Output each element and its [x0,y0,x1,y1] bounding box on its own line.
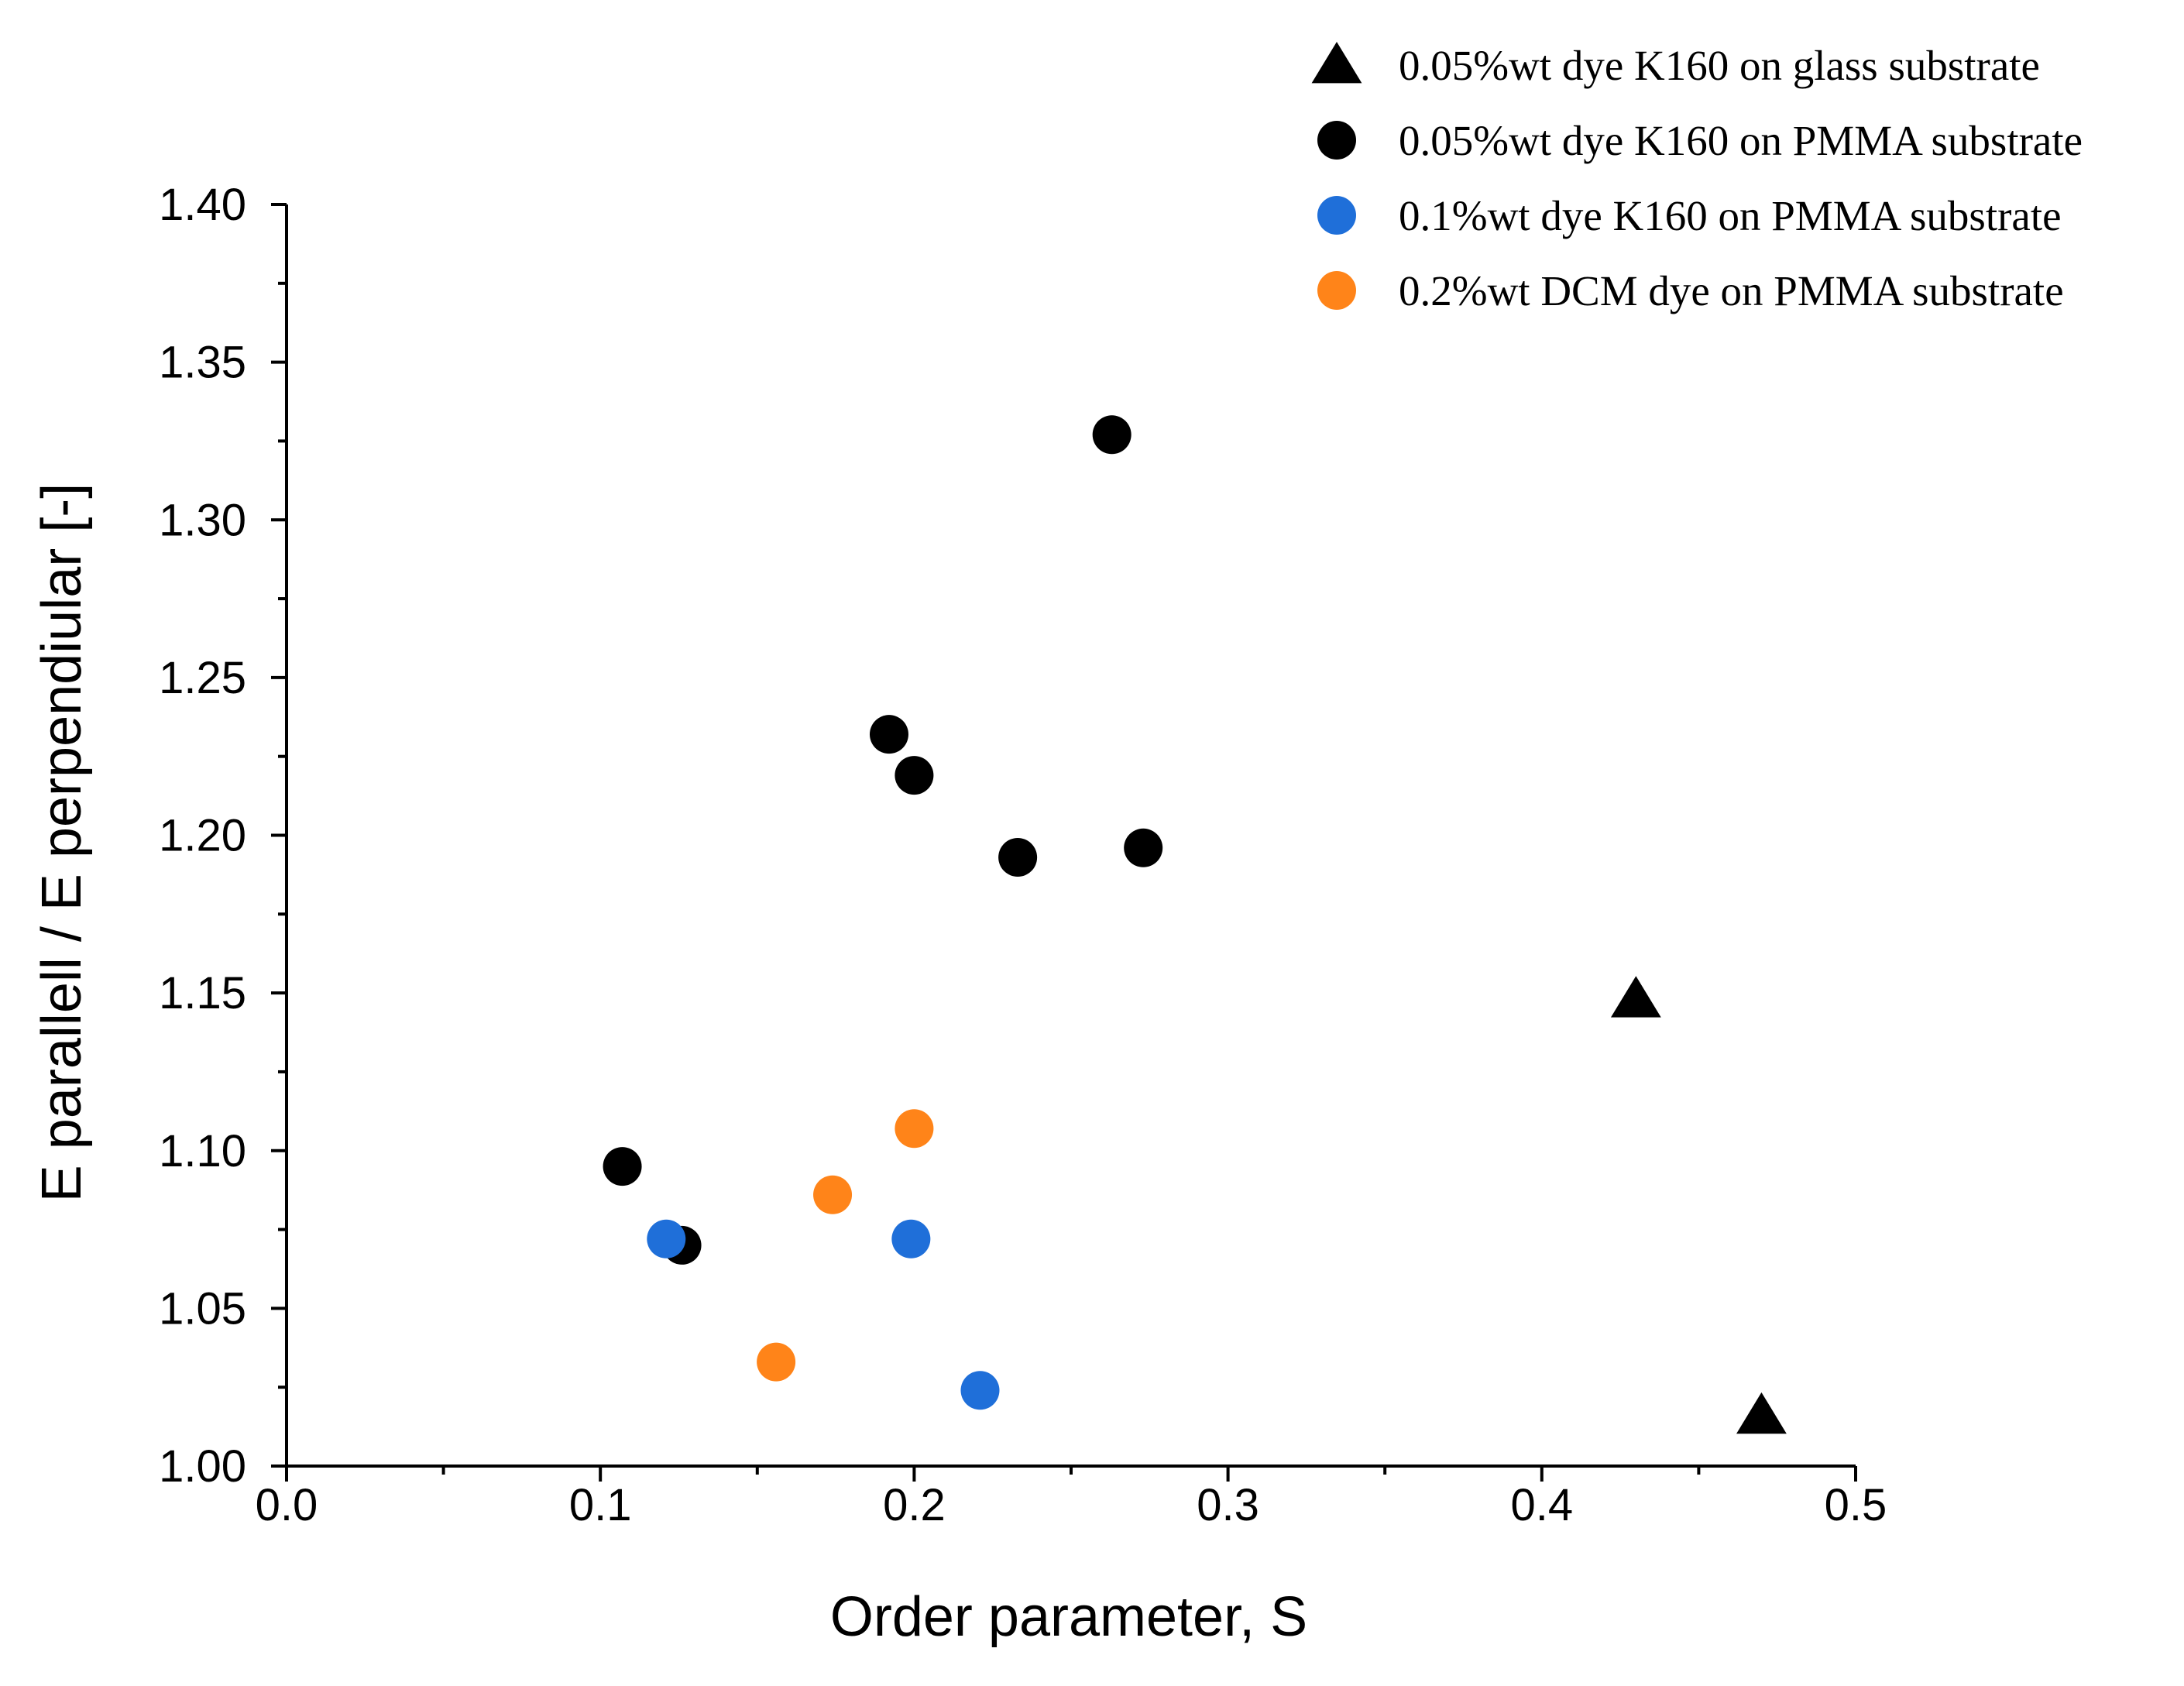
data-point [1610,976,1661,1018]
y-tick-label: 1.20 [159,811,246,861]
legend-label: 0.1%wt dye K160 on PMMA substrate [1399,192,2062,239]
y-tick-label: 1.00 [159,1441,246,1492]
legend-marker [1317,271,1356,310]
legend-label: 0.2%wt DCM dye on PMMA substrate [1399,267,2064,314]
y-tick-label: 1.10 [159,1126,246,1176]
legend: 0.05%wt dye K160 on glass substrate 0.05%… [1311,42,2083,314]
data-point [1092,415,1131,455]
legend-marker [1317,196,1356,235]
x-tick-label: 0.4 [1510,1480,1573,1530]
x-tick-label: 0.5 [1825,1480,1887,1530]
data-point [1124,828,1163,867]
axes [271,203,1857,1482]
x-tick-label: 0.2 [883,1480,946,1530]
x-tick-label: 0.0 [256,1480,318,1530]
data-point [998,838,1038,877]
data-point [757,1342,796,1382]
data-point [603,1147,642,1186]
legend-label: 0.05%wt dye K160 on glass substrate [1399,42,2040,89]
tick-labels: 0.0 0.1 0.2 0.3 0.4 0.5 1.00 1.05 1.10 1.15 1.20 1.… [159,180,1887,1530]
y-tick-label: 1.05 [159,1283,246,1334]
axis-titles: Order parameter, S E parallell / E perpe… [31,483,1307,1648]
data-points [603,415,1787,1434]
x-axis-title: Order parameter, S [830,1586,1307,1648]
y-axis-title: E parallell / E perpendiular [-] [31,483,93,1202]
x-tick-label: 0.3 [1197,1480,1259,1530]
data-point [895,1109,934,1149]
data-point [960,1371,1000,1410]
y-tick-label: 1.25 [159,653,246,703]
data-point [895,756,934,795]
legend-label: 0.05%wt dye K160 on PMMA substrate [1399,117,2083,164]
y-tick-label: 1.40 [159,180,246,230]
y-tick-label: 1.30 [159,495,246,545]
data-point [891,1219,931,1258]
data-point [813,1175,853,1214]
y-tick-label: 1.35 [159,338,246,388]
data-point [869,715,908,754]
legend-marker [1311,42,1362,84]
legend-marker [1317,121,1356,160]
y-tick-label: 1.15 [159,968,246,1018]
data-point [647,1219,686,1258]
data-point [1736,1392,1787,1434]
x-tick-label: 0.1 [569,1480,632,1530]
